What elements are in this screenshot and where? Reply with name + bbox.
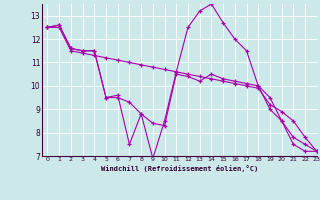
X-axis label: Windchill (Refroidissement éolien,°C): Windchill (Refroidissement éolien,°C) — [100, 165, 258, 172]
